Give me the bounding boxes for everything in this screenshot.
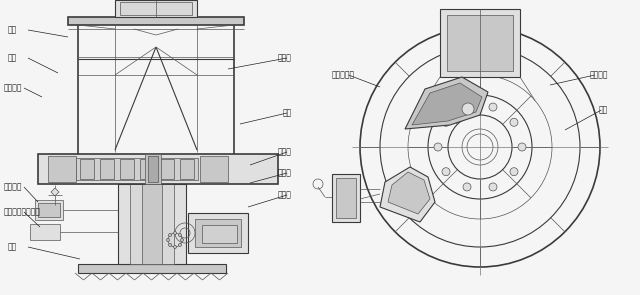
Polygon shape	[412, 83, 482, 125]
Text: 盘面: 盘面	[599, 106, 608, 114]
Circle shape	[510, 168, 518, 176]
Circle shape	[168, 243, 172, 246]
Bar	[200, 156, 228, 182]
Circle shape	[463, 183, 471, 191]
Bar	[202, 225, 237, 243]
Circle shape	[489, 103, 497, 111]
Text: 闭塞油自循环装置: 闭塞油自循环装置	[4, 207, 41, 217]
Bar	[35, 200, 63, 220]
Circle shape	[434, 143, 442, 151]
Text: 联轴器: 联轴器	[278, 191, 292, 199]
Circle shape	[173, 245, 177, 248]
Bar	[180, 159, 194, 179]
Text: 刺刀装置: 刺刀装置	[589, 71, 608, 79]
Text: 固料支承: 固料支承	[4, 83, 22, 93]
Bar	[48, 156, 76, 182]
Text: 支架: 支架	[8, 242, 17, 252]
Circle shape	[462, 103, 474, 115]
Bar	[148, 156, 158, 182]
Text: 电动机: 电动机	[278, 168, 292, 178]
Bar	[145, 154, 161, 184]
Bar	[195, 219, 241, 247]
Bar	[68, 17, 244, 25]
Bar	[332, 174, 360, 222]
Text: 料斗: 料斗	[8, 25, 17, 35]
Bar	[76, 158, 198, 180]
Bar	[38, 154, 278, 184]
Circle shape	[518, 143, 526, 151]
Text: 小齿轮: 小齿轮	[278, 53, 292, 63]
Bar	[30, 224, 60, 240]
Text: 皮带: 皮带	[8, 53, 17, 63]
Circle shape	[510, 118, 518, 126]
Bar	[38, 203, 60, 217]
Circle shape	[168, 234, 172, 237]
Circle shape	[442, 168, 450, 176]
Circle shape	[166, 238, 170, 242]
Circle shape	[173, 232, 177, 235]
Polygon shape	[405, 77, 488, 129]
Bar	[440, 9, 520, 77]
Text: 衬板门装置: 衬板门装置	[332, 71, 355, 79]
Text: 齿圈: 齿圈	[283, 109, 292, 117]
Bar	[160, 159, 174, 179]
Bar	[336, 178, 356, 218]
Circle shape	[442, 118, 450, 126]
Bar	[140, 159, 154, 179]
Bar	[120, 159, 134, 179]
Circle shape	[179, 234, 182, 237]
Bar	[80, 159, 94, 179]
Bar	[78, 264, 226, 273]
Circle shape	[179, 243, 182, 246]
Bar	[188, 213, 248, 253]
Polygon shape	[388, 172, 430, 214]
Text: 减速机: 减速机	[278, 148, 292, 157]
Polygon shape	[51, 188, 59, 196]
Bar	[120, 2, 192, 15]
Circle shape	[463, 103, 471, 111]
Text: 润滑电机: 润滑电机	[4, 183, 22, 191]
Bar	[100, 159, 114, 179]
Polygon shape	[380, 167, 435, 222]
Circle shape	[489, 183, 497, 191]
Bar	[118, 184, 186, 264]
Bar	[115, 0, 197, 17]
Bar	[130, 184, 174, 264]
Bar	[447, 15, 513, 71]
Circle shape	[180, 238, 184, 242]
Bar	[142, 184, 162, 264]
